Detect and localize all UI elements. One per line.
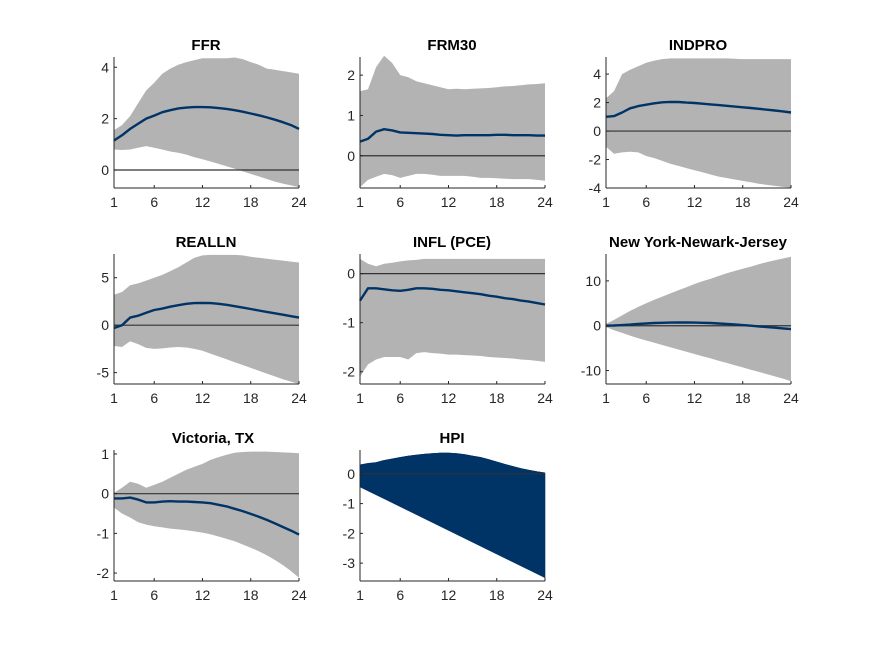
panel-title: HPI [439, 430, 464, 447]
y-tick-label: 2 [593, 95, 601, 111]
y-tick-label: 0 [347, 266, 355, 282]
y-tick-label: 0 [101, 317, 109, 333]
y-tick-label: -5 [97, 365, 110, 381]
panel-hpi: HPI 1 6 12 18 24 -3 -2 -1 0 [343, 430, 553, 603]
x-tick-label: 12 [687, 194, 703, 210]
x-tick-label: 12 [195, 587, 211, 603]
y-tick-label: 0 [347, 148, 355, 164]
y-tick-label: 10 [585, 273, 601, 289]
x-tick-label: 18 [489, 587, 505, 603]
panel-title: FFR [191, 37, 220, 54]
x-tick-label: 1 [110, 194, 118, 210]
panel-title: REALLN [176, 234, 237, 251]
y-tick-label: -2 [589, 152, 602, 168]
x-tick-label: 18 [243, 194, 259, 210]
y-tick-label: 0 [101, 486, 109, 502]
x-tick-label: 18 [243, 587, 259, 603]
panel-title: New York-Newark-Jersey [609, 234, 788, 251]
median-response-line [358, 287, 546, 306]
median-response-line [605, 100, 792, 118]
y-tick-label: 0 [593, 123, 601, 139]
x-tick-label: 1 [356, 194, 364, 210]
confidence-band [606, 58, 791, 188]
x-tick-label: 1 [356, 587, 364, 603]
x-tick-label: 1 [602, 390, 610, 406]
median-response-line [605, 321, 792, 331]
y-tick-label: -1 [343, 315, 356, 331]
x-tick-label: 1 [356, 390, 364, 406]
median-response-line [114, 496, 300, 536]
y-tick-label: 1 [101, 446, 109, 462]
x-tick-label: 12 [195, 194, 211, 210]
x-tick-label: 12 [195, 390, 211, 406]
confidence-band [606, 256, 791, 382]
median-response-line [359, 127, 545, 143]
x-tick-label: 12 [441, 194, 457, 210]
x-tick-label: 18 [243, 390, 259, 406]
y-tick-label: 4 [101, 59, 109, 75]
y-tick-label: 2 [101, 111, 109, 127]
confidence-band [114, 57, 299, 188]
x-tick-label: 1 [110, 390, 118, 406]
confidence-band [114, 451, 299, 578]
median-response-line [113, 301, 300, 330]
x-tick-label: 18 [489, 194, 505, 210]
y-tick-label: -2 [97, 565, 110, 581]
y-tick-label: -1 [97, 525, 110, 541]
y-tick-label: -4 [589, 180, 602, 196]
x-tick-label: 24 [291, 194, 307, 210]
x-tick-label: 6 [396, 390, 404, 406]
x-tick-label: 6 [642, 194, 650, 210]
x-tick-label: 6 [150, 390, 158, 406]
confidence-band [360, 55, 545, 188]
confidence-band [114, 254, 299, 384]
y-tick-label: -2 [343, 525, 356, 541]
x-tick-label: 24 [783, 194, 799, 210]
x-tick-label: 24 [537, 587, 553, 603]
x-tick-label: 12 [441, 587, 457, 603]
confidence-band [360, 258, 545, 377]
y-tick-label: -10 [581, 363, 601, 379]
x-tick-label: 24 [537, 194, 553, 210]
y-tick-label: 5 [101, 270, 109, 286]
y-tick-label: 2 [347, 67, 355, 83]
y-tick-label: -2 [343, 364, 356, 380]
x-tick-label: 12 [441, 390, 457, 406]
panel-title: FRM30 [427, 37, 476, 54]
panel-victoria-tx: Victoria, TX 1 6 12 18 24 -2 -1 0 1 [97, 430, 307, 603]
panel-title: INDPRO [669, 37, 728, 54]
panel-new-york-newark-jersey: New York-Newark-Jersey 1 6 12 18 24 -10 0 10 [581, 234, 799, 406]
x-tick-label: 24 [783, 390, 799, 406]
x-tick-label: 6 [642, 390, 650, 406]
y-tick-label: 4 [593, 66, 601, 82]
y-tick-label: -1 [343, 496, 356, 512]
x-tick-label: 18 [735, 194, 751, 210]
x-tick-label: 6 [396, 587, 404, 603]
panel-infl-pce: INFL (PCE) 1 6 12 18 24 -2 -1 0 [343, 234, 553, 406]
y-tick-label: -3 [343, 555, 356, 571]
x-tick-label: 18 [489, 390, 505, 406]
panel-realln: REALLN 1 6 12 18 24 -5 0 5 [97, 234, 307, 406]
x-tick-label: 6 [150, 587, 158, 603]
panel-title: INFL (PCE) [413, 234, 491, 251]
y-tick-label: 0 [593, 318, 601, 334]
median-response-line [113, 105, 300, 142]
x-tick-label: 24 [291, 587, 307, 603]
x-tick-label: 1 [602, 194, 610, 210]
x-tick-label: 1 [110, 587, 118, 603]
panel-title: Victoria, TX [172, 430, 254, 447]
x-tick-label: 24 [537, 390, 553, 406]
x-tick-label: 12 [687, 390, 703, 406]
y-tick-label: 0 [101, 162, 109, 178]
x-tick-label: 24 [291, 390, 307, 406]
x-tick-label: 6 [150, 194, 158, 210]
x-tick-label: 6 [396, 194, 404, 210]
x-tick-label: 18 [735, 390, 751, 406]
y-tick-label: 1 [347, 107, 355, 123]
y-tick-label: 0 [347, 466, 355, 482]
